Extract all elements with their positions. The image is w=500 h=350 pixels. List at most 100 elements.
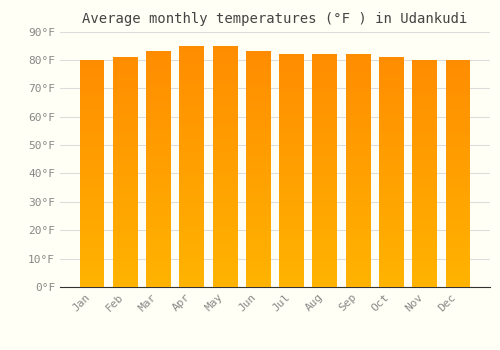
Bar <box>312 59 338 61</box>
Bar <box>113 214 138 216</box>
Bar <box>346 180 370 182</box>
Bar <box>146 146 171 148</box>
Bar <box>412 176 437 178</box>
Bar <box>412 221 437 223</box>
Bar <box>279 136 304 138</box>
Bar <box>346 191 370 194</box>
Bar <box>346 119 370 122</box>
Bar <box>146 124 171 127</box>
Bar <box>146 132 171 134</box>
Bar <box>379 216 404 218</box>
Bar <box>113 246 138 248</box>
Bar <box>212 123 238 125</box>
Bar <box>446 87 470 89</box>
Bar <box>446 205 470 208</box>
Bar <box>312 173 338 175</box>
Bar <box>312 161 338 163</box>
Bar <box>446 69 470 71</box>
Bar <box>379 188 404 190</box>
Bar <box>146 245 171 247</box>
Bar <box>146 115 171 117</box>
Bar <box>446 253 470 255</box>
Bar <box>346 77 370 80</box>
Bar <box>379 154 404 156</box>
Bar <box>80 128 104 130</box>
Bar <box>346 166 370 168</box>
Bar <box>212 65 238 68</box>
Bar <box>446 235 470 237</box>
Bar <box>246 268 271 271</box>
Bar <box>180 203 204 205</box>
Bar <box>212 275 238 277</box>
Bar <box>312 136 338 138</box>
Bar <box>146 282 171 285</box>
Bar <box>80 98 104 101</box>
Bar <box>446 280 470 282</box>
Bar <box>146 129 171 132</box>
Bar <box>346 208 370 210</box>
Bar <box>80 217 104 219</box>
Bar <box>113 126 138 128</box>
Bar <box>212 280 238 282</box>
Bar <box>446 94 470 96</box>
Bar <box>146 96 171 98</box>
Bar <box>346 226 370 229</box>
Bar <box>180 258 204 260</box>
Bar <box>312 63 338 66</box>
Bar <box>279 212 304 215</box>
Bar <box>312 138 338 140</box>
Bar <box>246 68 271 70</box>
Bar <box>312 143 338 145</box>
Bar <box>113 133 138 135</box>
Bar <box>312 182 338 184</box>
Bar <box>246 264 271 266</box>
Bar <box>312 271 338 273</box>
Bar <box>212 116 238 118</box>
Bar <box>180 282 204 285</box>
Bar <box>80 237 104 239</box>
Bar <box>446 196 470 198</box>
Bar <box>80 130 104 133</box>
Bar <box>113 117 138 119</box>
Bar <box>146 240 171 242</box>
Bar <box>412 271 437 273</box>
Bar <box>246 56 271 58</box>
Bar <box>346 101 370 103</box>
Bar <box>113 80 138 82</box>
Bar <box>146 127 171 129</box>
Bar <box>279 275 304 278</box>
Bar <box>246 235 271 238</box>
Bar <box>412 267 437 269</box>
Bar <box>146 178 171 181</box>
Bar <box>180 215 204 217</box>
Bar <box>412 208 437 210</box>
Bar <box>246 186 271 188</box>
Bar <box>346 124 370 126</box>
Bar <box>113 87 138 89</box>
Bar <box>346 61 370 63</box>
Bar <box>246 230 271 233</box>
Bar <box>246 226 271 228</box>
Bar <box>346 110 370 112</box>
Bar <box>446 153 470 155</box>
Bar <box>379 195 404 197</box>
Bar <box>312 89 338 91</box>
Bar <box>246 233 271 235</box>
Bar <box>446 107 470 110</box>
Bar <box>379 239 404 241</box>
Bar <box>379 259 404 262</box>
Bar <box>113 195 138 197</box>
Bar <box>312 103 338 105</box>
Bar <box>412 167 437 169</box>
Bar <box>346 103 370 105</box>
Bar <box>180 94 204 96</box>
Bar <box>113 140 138 142</box>
Bar <box>279 245 304 247</box>
Bar <box>379 211 404 213</box>
Bar <box>379 248 404 250</box>
Bar <box>346 222 370 224</box>
Bar <box>180 183 204 186</box>
Bar <box>113 131 138 133</box>
Bar <box>180 58 204 60</box>
Bar <box>212 212 238 215</box>
